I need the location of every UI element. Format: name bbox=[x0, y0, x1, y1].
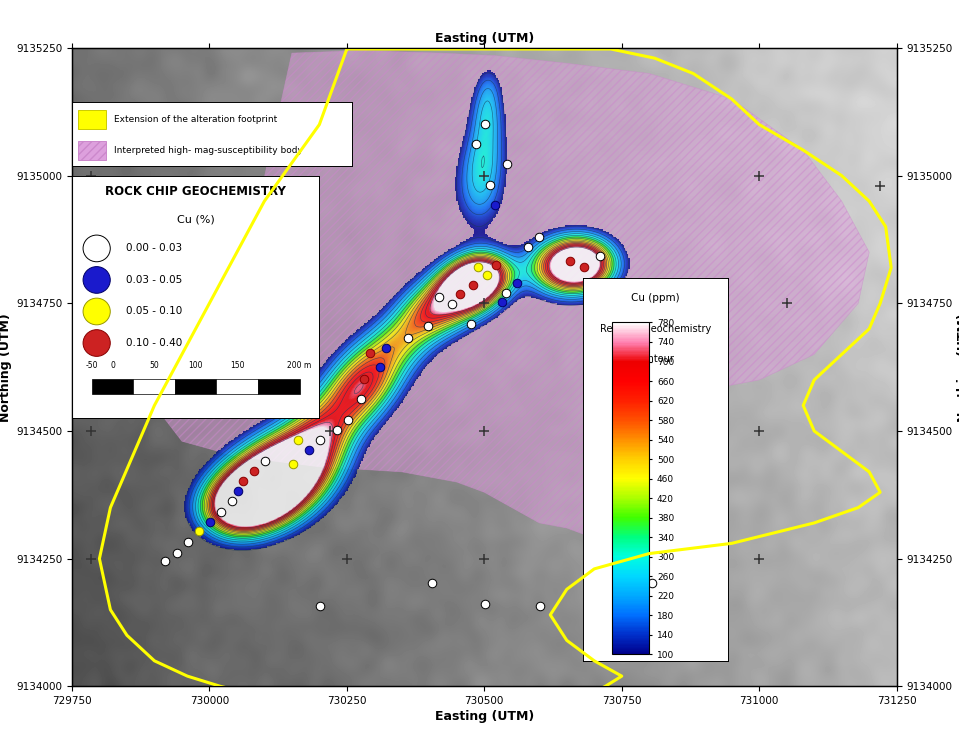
Point bbox=[202, 516, 218, 528]
Point bbox=[401, 332, 416, 344]
Point bbox=[470, 261, 485, 272]
Point bbox=[500, 159, 515, 170]
Y-axis label: Northing (UTM): Northing (UTM) bbox=[0, 313, 12, 421]
Point bbox=[480, 269, 495, 281]
Point bbox=[230, 486, 246, 497]
Point bbox=[478, 598, 493, 610]
Point bbox=[644, 577, 660, 589]
Point bbox=[468, 138, 483, 150]
Point bbox=[258, 455, 273, 466]
Point bbox=[531, 231, 547, 243]
Point bbox=[224, 495, 240, 507]
Y-axis label: Northing (UTM): Northing (UTM) bbox=[957, 313, 959, 421]
Point bbox=[181, 537, 197, 548]
Point bbox=[425, 577, 440, 589]
Point bbox=[313, 434, 328, 446]
Point bbox=[379, 342, 394, 354]
Point bbox=[291, 434, 306, 446]
Point bbox=[170, 547, 185, 559]
Point bbox=[302, 444, 317, 456]
X-axis label: Easting (UTM): Easting (UTM) bbox=[434, 710, 534, 723]
Point bbox=[466, 280, 481, 292]
Point bbox=[353, 393, 368, 405]
Point bbox=[357, 373, 372, 384]
Point bbox=[445, 298, 460, 310]
Point bbox=[192, 525, 207, 537]
Polygon shape bbox=[154, 50, 869, 543]
Point bbox=[236, 475, 251, 487]
Point bbox=[463, 318, 479, 330]
Point bbox=[246, 465, 262, 477]
Point bbox=[532, 600, 548, 612]
Point bbox=[494, 297, 509, 308]
Point bbox=[576, 261, 592, 272]
Point bbox=[509, 277, 525, 289]
Point bbox=[521, 241, 536, 253]
Point bbox=[452, 289, 467, 300]
Point bbox=[363, 348, 378, 359]
Title: Easting (UTM): Easting (UTM) bbox=[434, 32, 534, 46]
Point bbox=[372, 361, 387, 373]
Point bbox=[340, 414, 356, 426]
Point bbox=[562, 255, 577, 267]
Point bbox=[157, 555, 173, 567]
Point bbox=[313, 600, 328, 612]
Point bbox=[592, 250, 607, 262]
Point bbox=[329, 424, 344, 436]
Point bbox=[499, 287, 514, 299]
Point bbox=[432, 292, 447, 303]
Point bbox=[421, 320, 436, 332]
Point bbox=[482, 179, 498, 190]
Point bbox=[487, 199, 503, 211]
Point bbox=[285, 458, 300, 470]
Point bbox=[214, 506, 229, 517]
Point bbox=[489, 259, 504, 271]
Point bbox=[478, 117, 493, 129]
